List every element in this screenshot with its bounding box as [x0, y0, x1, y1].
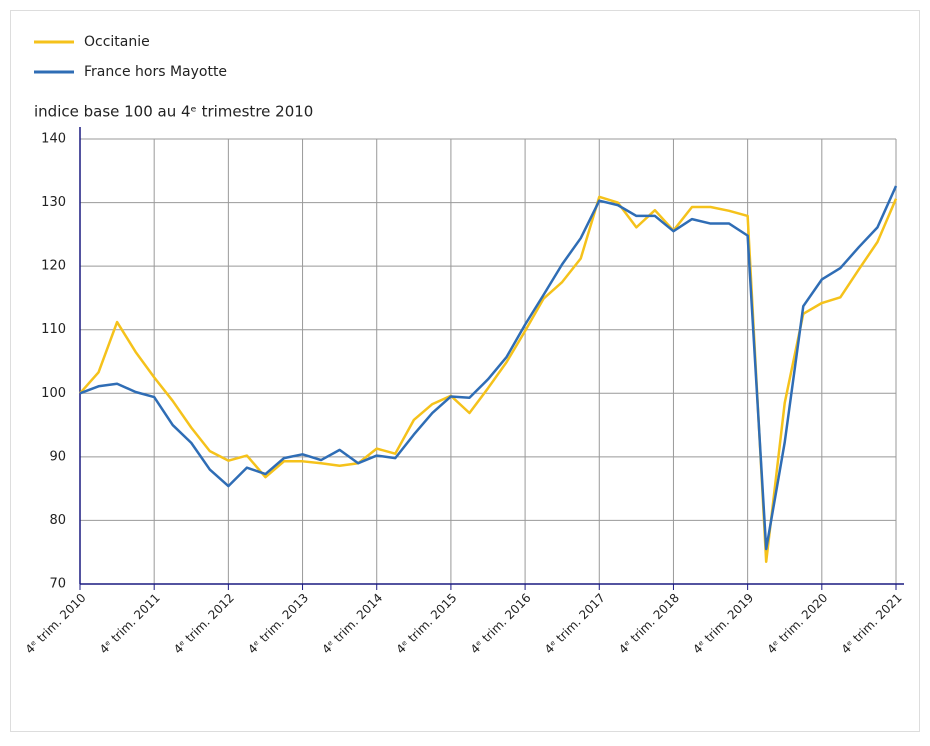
x-tick-label: 4ᵉ trim. 2012 — [171, 591, 237, 657]
line-series — [79, 185, 898, 551]
y-tick-label: 80 — [49, 513, 66, 528]
legend-label: France hors Mayotte — [84, 64, 227, 80]
x-tick-label: 4ᵉ trim. 2020 — [764, 591, 830, 657]
y-tick-label: 70 — [49, 577, 66, 592]
frame — [10, 10, 920, 732]
legend-label: Occitanie — [84, 34, 150, 50]
y-tick-label: 90 — [49, 449, 66, 464]
chart-title: indice base 100 au 4ᵉ trimestre 2010 — [34, 103, 313, 121]
x-tick-label: 4ᵉ trim. 2016 — [468, 591, 534, 657]
x-tick-label: 4ᵉ trim. 2018 — [616, 591, 682, 657]
y-tick-label: 100 — [41, 386, 66, 401]
x-tick-label: 4ᵉ trim. 2017 — [542, 591, 608, 657]
y-tick-label: 110 — [41, 322, 66, 337]
x-tick-label: 4ᵉ trim. 2014 — [319, 591, 385, 657]
x-tick-label: 4ᵉ trim. 2011 — [97, 591, 163, 657]
x-tick-label: 4ᵉ trim. 2021 — [839, 591, 905, 657]
y-tick-label: 120 — [41, 259, 66, 274]
y-tick-label: 130 — [41, 195, 66, 210]
x-tick-label: 4ᵉ trim. 2010 — [23, 591, 89, 657]
x-tick-label: 4ᵉ trim. 2015 — [394, 591, 460, 657]
x-tick-label: 4ᵉ trim. 2019 — [690, 591, 756, 657]
x-tick-label: 4ᵉ trim. 2013 — [245, 591, 311, 657]
y-tick-label: 140 — [41, 132, 66, 147]
